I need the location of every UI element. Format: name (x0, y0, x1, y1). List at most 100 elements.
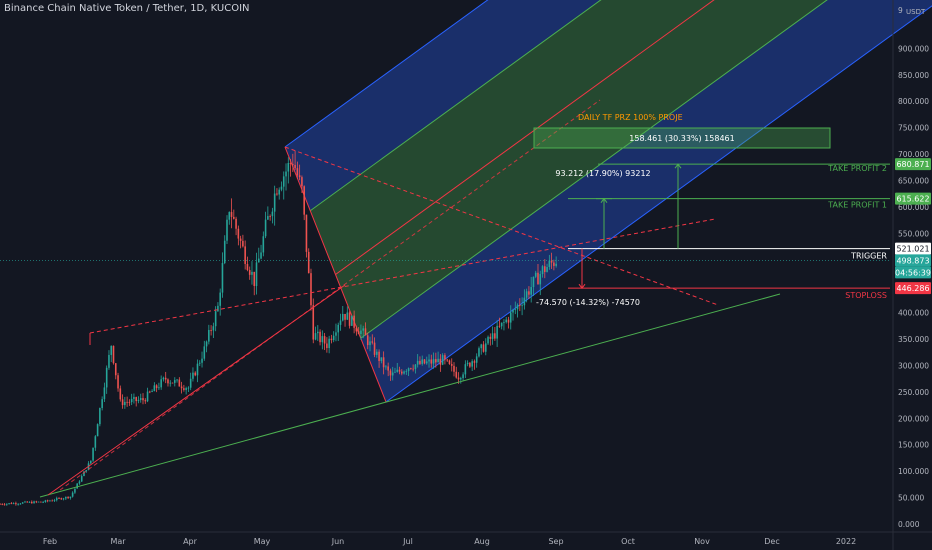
measure-up2-arrow-head (674, 163, 682, 169)
candle-body (110, 345, 113, 355)
candle-body (85, 470, 88, 472)
last-price-tag: 498.873 (896, 256, 929, 265)
candle-body (500, 322, 503, 327)
candle-body (503, 322, 505, 323)
candle-body (294, 164, 296, 169)
candle-body (455, 371, 458, 378)
candle-body (339, 320, 342, 325)
tp2-price-tag: 680.871 (896, 160, 929, 169)
time-axis-tick: Dec (764, 537, 779, 546)
candle-body (516, 305, 519, 310)
price-axis-tick: 550.000 (898, 229, 929, 238)
candle-body (405, 371, 408, 372)
candle-body (278, 189, 281, 195)
candle-body (289, 163, 292, 164)
candle-body (328, 338, 330, 349)
candle-body (462, 374, 464, 379)
candle-body (403, 371, 405, 374)
candle-body (555, 263, 557, 266)
tp1-price-tag: 615.622 (896, 195, 929, 204)
target-box (533, 127, 831, 149)
candle-body (126, 401, 128, 403)
candle-body (528, 291, 530, 295)
candle-body (430, 359, 433, 364)
candle-body (421, 359, 424, 364)
candle-body (435, 359, 437, 363)
candle-body (282, 176, 285, 187)
candle-body (312, 305, 315, 340)
candle-body (264, 219, 267, 237)
time-axis[interactable]: Feb Mar Apr May Jun Jul Aug Sep Oct Nov Dec 2022 (0, 531, 932, 546)
candle-body (391, 372, 394, 376)
candle-body (496, 325, 498, 339)
candle-body (51, 500, 54, 502)
candle-body (230, 212, 233, 217)
candle-body (537, 272, 539, 285)
price-axis-tick: 800.000 (898, 97, 929, 106)
time-axis-tick: Aug (474, 537, 490, 546)
tp1-price-tag-bg (895, 192, 931, 205)
candle-body (514, 309, 517, 311)
candle-body (221, 263, 224, 293)
candle-body (423, 359, 426, 364)
candle-body (217, 305, 219, 312)
candle-body (482, 344, 485, 352)
candle-body (292, 163, 294, 165)
candle-body (176, 379, 178, 381)
candle-body (387, 366, 389, 371)
candle-body (94, 436, 97, 448)
candle-body (203, 346, 206, 359)
time-axis-tick: Oct (621, 537, 635, 546)
candle-body (521, 305, 523, 307)
candle-body (416, 360, 419, 365)
candle-body (149, 391, 151, 393)
candle-body (341, 313, 344, 321)
candle-body (253, 271, 256, 286)
candle-body (196, 363, 199, 376)
channel-band-lower-blue (360, 0, 932, 402)
candle-body (376, 351, 378, 355)
candle-body (239, 238, 242, 241)
candle-body (296, 168, 299, 176)
time-axis-tick: Apr (183, 537, 198, 546)
candle-body (144, 400, 147, 402)
price-axis-tick: 850.000 (898, 71, 929, 80)
price-axis-tick: 750.000 (898, 124, 929, 133)
candle-body (432, 359, 435, 364)
candle-body (489, 336, 492, 339)
candle-body (12, 503, 15, 504)
candle-body (162, 377, 165, 380)
candle-body (544, 266, 546, 272)
candle-body (173, 380, 176, 383)
channel-label: DAILY TF PRZ 100% PROJE (578, 113, 683, 122)
candle-body (478, 348, 480, 357)
candle-body (326, 343, 328, 349)
time-axis-tick: Feb (43, 537, 57, 546)
candle-body (124, 401, 126, 406)
candle-body (285, 171, 287, 177)
candle-body (92, 447, 94, 461)
candle-body (509, 312, 512, 323)
candle-body (450, 363, 453, 366)
candle-body (262, 236, 265, 253)
candle-body (407, 368, 410, 372)
candle-body (314, 333, 317, 340)
candle-body (167, 379, 169, 384)
candle-body (30, 501, 33, 504)
candle-body (248, 270, 251, 275)
time-axis-tick: Jun (331, 537, 345, 546)
candle-body (437, 358, 439, 363)
price-axis-tick: 250.000 (898, 388, 929, 397)
candle-body (228, 212, 231, 220)
take-profit-2-label: TAKE PROFIT 2 (827, 164, 887, 173)
candle-body (464, 364, 467, 375)
candle-body (78, 481, 81, 484)
measure-down-label: -74.570 (-14.32%) -74570 (536, 298, 640, 307)
candle-body (164, 377, 167, 380)
candle-body (42, 501, 44, 503)
candle-body (26, 501, 29, 503)
candle-body (267, 216, 269, 220)
currency-label: USDT (906, 8, 926, 16)
candle-body (6, 503, 8, 505)
